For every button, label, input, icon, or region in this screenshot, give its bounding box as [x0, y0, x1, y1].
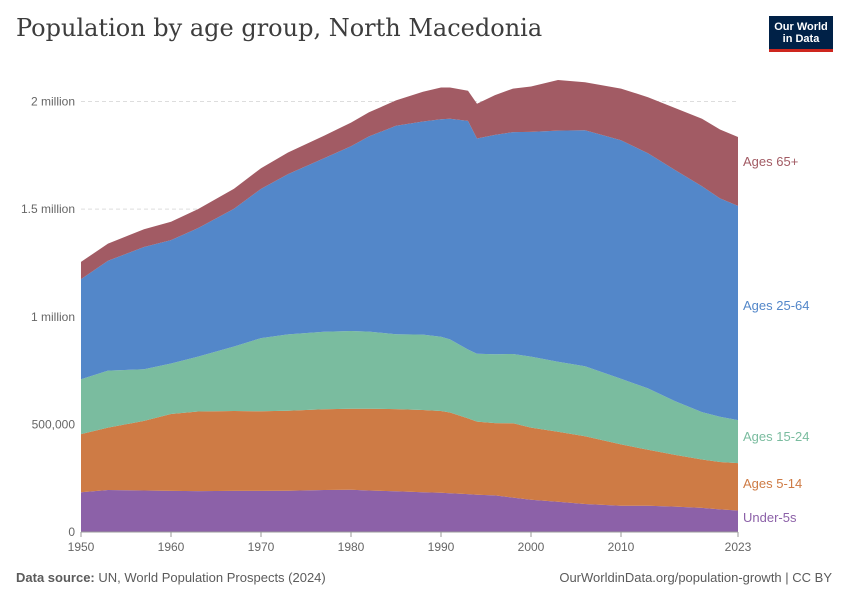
series-label: Ages 25-64 [743, 298, 810, 313]
x-tick-label: 1960 [158, 540, 185, 554]
x-tick-label: 1980 [338, 540, 365, 554]
owid-logo[interactable]: Our World in Data [769, 16, 833, 52]
logo-line-1: Our World [774, 20, 828, 33]
x-tick-label: 1970 [248, 540, 275, 554]
data-source: Data source: UN, World Population Prospe… [16, 570, 326, 585]
y-tick-label: 2 million [31, 95, 75, 109]
x-tick-label: 1990 [428, 540, 455, 554]
chart-title: Population by age group, North Macedonia [16, 14, 543, 42]
area-ages-5-14 [81, 408, 738, 511]
series-label: Ages 5-14 [743, 476, 802, 491]
source-url[interactable]: OurWorldinData.org/population-growth | C… [559, 570, 832, 585]
logo-line-2: in Data [782, 32, 820, 45]
area-ages-25-64 [81, 118, 738, 421]
y-tick-label: 1.5 million [21, 202, 75, 216]
y-tick-label: 1 million [31, 310, 75, 324]
x-tick-label: 2023 [725, 540, 752, 554]
y-tick-label: 500,000 [32, 417, 76, 431]
x-tick-label: 2000 [518, 540, 545, 554]
area-ages-15-24 [81, 331, 738, 464]
x-tick-label: 1950 [68, 540, 95, 554]
series-label: Under-5s [743, 510, 797, 525]
data-source-label: Data source: [16, 570, 95, 585]
x-tick-label: 2010 [608, 540, 635, 554]
area-ages-65- [81, 80, 738, 280]
series-label: Ages 65+ [743, 154, 798, 169]
series-label: Ages 15-24 [743, 429, 810, 444]
data-source-text: UN, World Population Prospects (2024) [98, 570, 326, 585]
y-tick-label: 0 [68, 525, 75, 539]
area-under-5s [81, 489, 738, 532]
